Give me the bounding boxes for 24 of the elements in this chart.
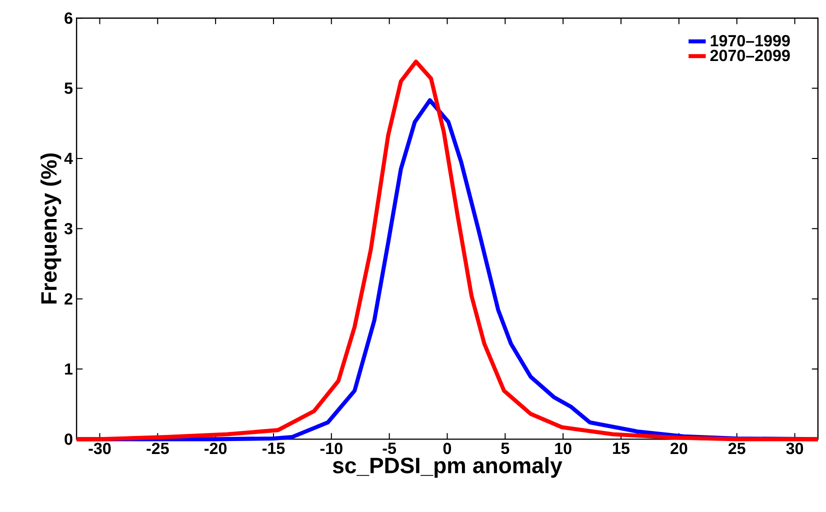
y-axis-title: Frequency (%) — [40, 154, 62, 304]
y-tick-label: 5 — [64, 82, 73, 94]
x-tick-label: 5 — [501, 442, 510, 454]
x-tick-label: -25 — [146, 442, 169, 454]
x-tick-label: -20 — [204, 442, 227, 454]
x-axis-title: sc_PDSI_pm anomaly — [332, 457, 562, 478]
x-tick-label: -5 — [382, 442, 396, 454]
x-tick-label: -15 — [262, 442, 285, 454]
y-tick-label: 1 — [65, 364, 73, 375]
x-tick-label: 15 — [613, 442, 630, 454]
x-tick-label: 25 — [728, 442, 746, 454]
y-tick-label: 0 — [64, 434, 72, 446]
y-tick-label: 4 — [64, 153, 73, 164]
x-tick-label: -30 — [88, 442, 111, 454]
y-tick-label: 6 — [64, 12, 72, 24]
y-tick-label: 2 — [64, 293, 72, 305]
legend-label: 1970–1999 — [710, 35, 790, 47]
legend-label: 2070–2099 — [710, 50, 790, 62]
x-tick-label: 20 — [670, 442, 688, 454]
y-tick-label: 3 — [64, 223, 72, 235]
x-tick-label: 10 — [555, 442, 572, 454]
x-tick-label: 0 — [443, 442, 452, 454]
x-tick-label: -10 — [320, 442, 342, 454]
x-tick-label: 30 — [786, 442, 804, 454]
